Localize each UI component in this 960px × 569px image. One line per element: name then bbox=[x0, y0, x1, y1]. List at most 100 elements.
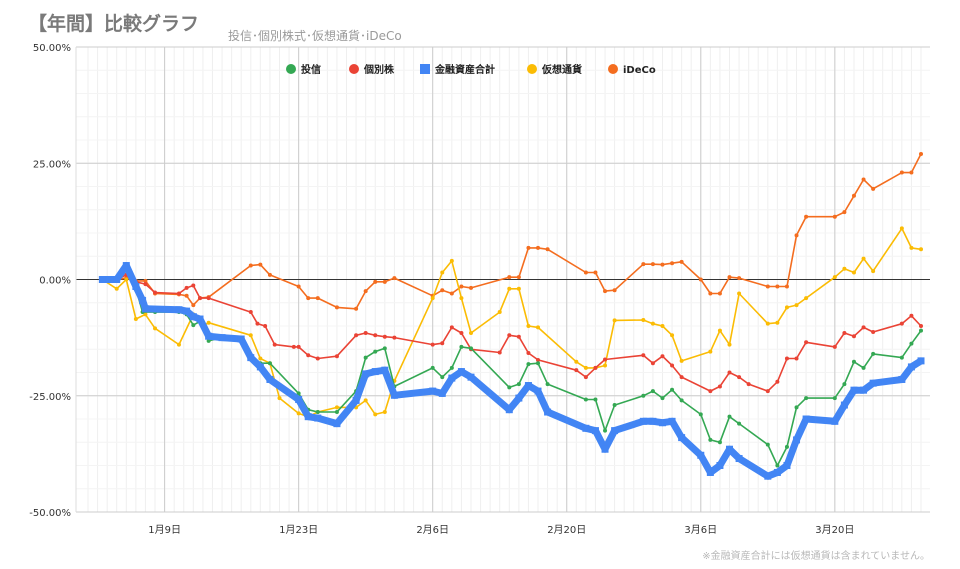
legend-entry: 金融資産合計 bbox=[420, 63, 495, 76]
series-point bbox=[457, 368, 465, 376]
series-point bbox=[649, 417, 657, 425]
series-point bbox=[430, 342, 435, 347]
series-point bbox=[861, 177, 866, 182]
series-point bbox=[459, 284, 464, 289]
series-point bbox=[545, 247, 550, 252]
series-point bbox=[334, 354, 339, 359]
series-point bbox=[574, 368, 579, 373]
legend-swatch bbox=[527, 64, 537, 74]
series-point bbox=[143, 312, 148, 317]
legend-swatch bbox=[286, 64, 296, 74]
series-point bbox=[352, 396, 360, 404]
series-point bbox=[583, 375, 588, 380]
series-point bbox=[726, 445, 734, 453]
series-point bbox=[267, 272, 272, 277]
series-point bbox=[363, 330, 368, 335]
series-point bbox=[277, 396, 282, 401]
series-point bbox=[536, 361, 541, 366]
series-point bbox=[373, 412, 378, 417]
legend-label: 金融資産合計 bbox=[434, 63, 495, 76]
series-point bbox=[198, 296, 203, 301]
series-point bbox=[794, 303, 799, 308]
series-point bbox=[650, 262, 655, 267]
series-point bbox=[775, 284, 780, 289]
series-point bbox=[459, 330, 464, 335]
series-point bbox=[362, 370, 370, 378]
series-point bbox=[784, 444, 789, 449]
series-point bbox=[132, 282, 140, 290]
series-point bbox=[650, 361, 655, 366]
series-point bbox=[516, 382, 521, 387]
legend-label: 仮想通貨 bbox=[541, 63, 582, 76]
chart-title: 【年間】比較グラフ bbox=[28, 13, 200, 35]
series-point bbox=[333, 420, 341, 428]
series-point bbox=[141, 305, 149, 313]
series-point bbox=[153, 290, 158, 295]
series-point bbox=[526, 362, 531, 367]
y-tick-label: 25.00% bbox=[33, 159, 71, 170]
series-point bbox=[429, 387, 437, 395]
series-point bbox=[113, 276, 121, 283]
series-1 bbox=[100, 272, 923, 394]
series-point bbox=[382, 279, 387, 284]
y-tick-label: 0.00% bbox=[39, 276, 71, 287]
series-point bbox=[206, 320, 211, 325]
series-point bbox=[794, 356, 799, 361]
series-point bbox=[189, 313, 197, 321]
y-axis: 50.00% 25.00% 0.00% -25.00% -50.00% bbox=[29, 43, 77, 519]
series-point bbox=[861, 365, 866, 370]
series-point bbox=[184, 293, 189, 298]
series-point bbox=[295, 395, 303, 403]
series-point bbox=[248, 263, 253, 268]
chart-subtitle: 投信･個別株式･仮想通貨･iDeCo bbox=[228, 29, 402, 43]
series-point bbox=[373, 333, 378, 338]
series-point bbox=[314, 414, 322, 422]
series-point bbox=[860, 386, 868, 394]
series-point bbox=[612, 318, 617, 323]
series-point bbox=[842, 210, 847, 215]
legend-entry: iDeCo bbox=[608, 64, 656, 76]
series-point bbox=[783, 462, 791, 469]
series-point bbox=[176, 291, 181, 296]
series-point bbox=[746, 382, 751, 387]
series-point bbox=[842, 330, 847, 335]
series-point bbox=[793, 436, 801, 444]
series-point bbox=[679, 398, 684, 403]
series-point bbox=[582, 424, 590, 432]
series-point bbox=[802, 415, 810, 423]
series-point bbox=[133, 317, 138, 322]
series-point bbox=[291, 344, 296, 349]
x-tick-label: 2月20日 bbox=[547, 524, 586, 536]
series-point bbox=[258, 262, 263, 267]
series-point bbox=[716, 462, 724, 469]
chart-note: ※金融資産合計には仮想通貨は含まれていません。 bbox=[702, 551, 930, 562]
series-point bbox=[206, 338, 211, 343]
series-point bbox=[708, 389, 713, 394]
x-tick-label: 3月6日 bbox=[684, 524, 717, 536]
x-tick-label: 3月20日 bbox=[815, 524, 854, 536]
series-point bbox=[899, 355, 904, 360]
series-point bbox=[449, 258, 454, 263]
series-point bbox=[919, 324, 923, 328]
series-point bbox=[907, 363, 915, 371]
series-point bbox=[668, 417, 676, 425]
legend-swatch bbox=[349, 64, 359, 74]
series-point bbox=[175, 306, 183, 314]
series-point bbox=[697, 451, 705, 459]
series-point bbox=[670, 387, 675, 392]
legend-label: iDeCo bbox=[623, 65, 656, 76]
series-point bbox=[871, 351, 876, 356]
series-point bbox=[737, 291, 742, 296]
series-point bbox=[679, 375, 684, 380]
series-point bbox=[679, 358, 684, 363]
series-point bbox=[832, 396, 837, 401]
series-point bbox=[765, 321, 770, 326]
series-point bbox=[650, 321, 655, 326]
x-axis: 1月9日 1月23日 2月6日 2月20日 3月6日 3月20日 bbox=[148, 524, 854, 536]
series-point bbox=[593, 270, 598, 275]
series-point bbox=[832, 275, 837, 280]
legend-label: 投信 bbox=[301, 63, 321, 76]
series-point bbox=[611, 427, 619, 435]
series-point bbox=[459, 296, 464, 301]
